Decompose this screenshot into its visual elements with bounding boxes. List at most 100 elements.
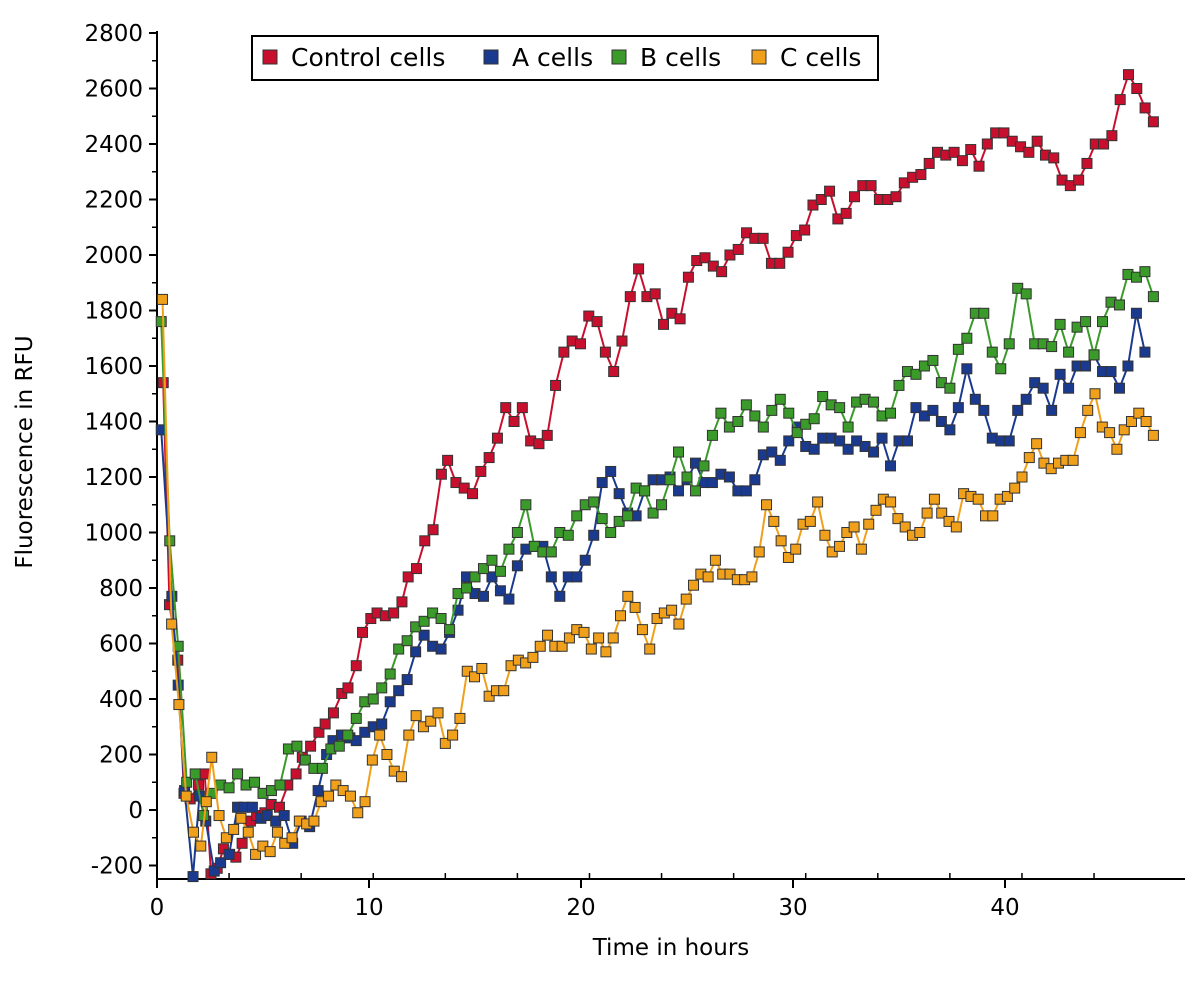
y-tick-label: 0: [128, 798, 143, 824]
data-point: [790, 230, 802, 242]
data-point: [689, 485, 701, 497]
data-point: [600, 646, 612, 658]
data-point: [452, 604, 464, 616]
data-point: [447, 729, 459, 741]
data-point: [815, 194, 827, 205]
data-point: [605, 527, 617, 538]
data-point: [865, 180, 877, 192]
data-point: [666, 604, 678, 616]
data-point: [337, 785, 349, 797]
data-point: [242, 826, 254, 838]
data-point: [427, 607, 439, 619]
legend-label: A cells: [512, 43, 593, 72]
data-point: [613, 488, 625, 500]
data-point: [189, 768, 201, 780]
data-point: [851, 435, 863, 447]
data-point: [715, 407, 727, 419]
data-point: [367, 693, 379, 705]
data-point: [554, 590, 566, 602]
data-point: [774, 393, 786, 405]
data-point: [973, 160, 985, 172]
data-point: [633, 263, 645, 275]
data-point: [624, 291, 636, 303]
data-point: [1139, 346, 1151, 358]
data-point: [807, 199, 819, 211]
data-point: [740, 485, 752, 497]
data-point: [935, 416, 947, 427]
data-point: [928, 493, 940, 505]
data-point: [783, 435, 795, 447]
data-point: [583, 310, 595, 322]
data-point: [741, 227, 753, 239]
x-axis-title: Time in hours: [592, 935, 750, 961]
data-point: [388, 765, 400, 777]
data-point: [427, 524, 439, 536]
data-point: [923, 157, 935, 169]
data-point: [410, 646, 422, 658]
data-point: [156, 293, 168, 305]
data-point: [476, 662, 488, 674]
data-point: [500, 402, 512, 414]
data-point: [599, 346, 611, 358]
data-point: [1046, 341, 1058, 353]
data-point: [384, 668, 396, 680]
data-point: [868, 446, 880, 458]
data-point: [1073, 174, 1085, 186]
data-point: [491, 432, 503, 444]
data-point: [1131, 83, 1143, 94]
data-point: [316, 762, 328, 774]
data-point: [732, 243, 744, 255]
data-point: [952, 402, 964, 414]
data-point: [166, 618, 178, 630]
y-tick-label: 2200: [84, 188, 143, 214]
data-point: [885, 407, 897, 419]
data-point: [1012, 282, 1024, 294]
data-point: [520, 657, 532, 669]
data-point: [223, 848, 235, 860]
data-point: [200, 796, 212, 808]
data-point: [1009, 482, 1021, 494]
data-point: [944, 382, 956, 394]
data-point: [520, 499, 532, 511]
data-point: [724, 249, 736, 261]
data-point: [511, 560, 523, 572]
data-point: [819, 529, 831, 541]
data-point: [467, 488, 479, 500]
data-point: [1089, 388, 1101, 400]
data-point: [840, 207, 852, 219]
data-point: [950, 521, 962, 533]
data-point: [562, 529, 574, 541]
x-tick-label: 20: [566, 895, 595, 921]
data-point: [1147, 291, 1159, 303]
data-point: [918, 410, 930, 422]
data-point: [250, 848, 262, 860]
data-point: [740, 399, 752, 411]
data-point: [1012, 404, 1024, 416]
data-point: [365, 613, 377, 625]
data-point: [732, 416, 744, 427]
data-point: [876, 432, 888, 444]
y-tick-label: 600: [99, 632, 143, 658]
data-point: [656, 499, 668, 511]
data-point: [1147, 429, 1159, 441]
data-point: [1016, 471, 1028, 483]
data-point: [607, 632, 619, 644]
data-point: [1098, 138, 1110, 150]
legend-swatch: [483, 49, 499, 65]
data-point: [418, 615, 430, 627]
data-point: [768, 515, 780, 527]
data-point: [998, 127, 1010, 139]
data-point: [533, 438, 545, 450]
data-point: [824, 185, 836, 197]
data-point: [498, 685, 510, 697]
data-point: [461, 582, 473, 594]
legend-box: [251, 35, 879, 81]
data-point: [469, 571, 481, 583]
data-point: [774, 454, 786, 466]
data-point: [279, 837, 291, 849]
data-point: [396, 771, 408, 783]
data-point: [639, 485, 651, 497]
data-point: [841, 527, 853, 538]
data-point: [534, 640, 546, 652]
